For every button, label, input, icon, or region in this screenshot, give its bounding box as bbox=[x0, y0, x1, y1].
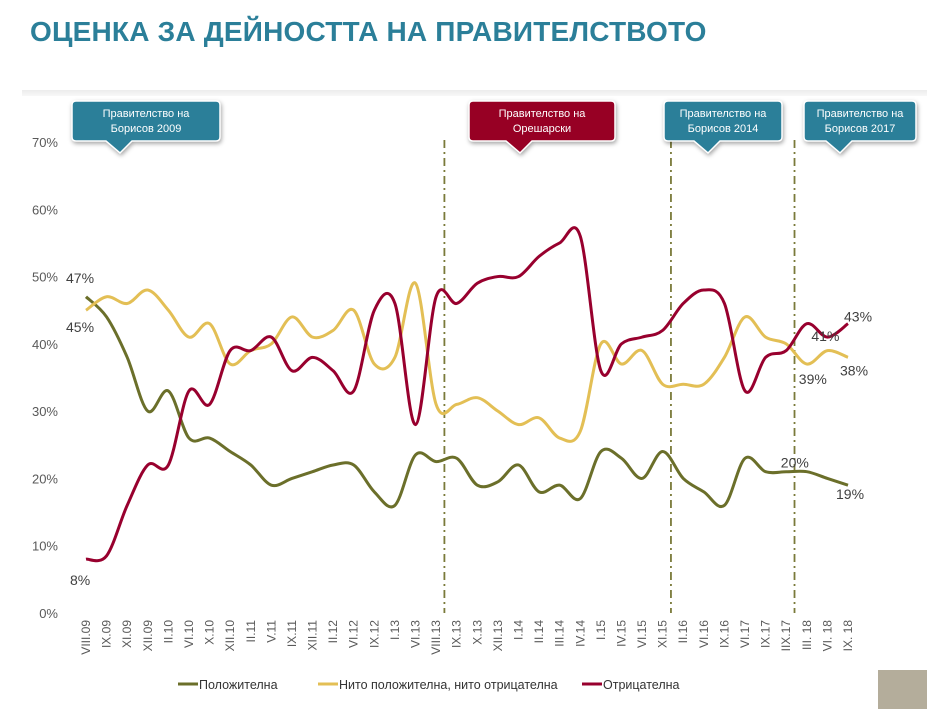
x-tick-label: XI.09 bbox=[120, 620, 134, 648]
x-tick-label: XII.13 bbox=[491, 620, 505, 652]
callout-line1: Правителство на bbox=[817, 108, 905, 120]
x-tick-label: II.16 bbox=[676, 620, 690, 644]
series-line-0 bbox=[84, 295, 849, 509]
callout-line2: Борисов 2014 bbox=[688, 123, 759, 135]
x-tick-label: XII.09 bbox=[141, 620, 155, 652]
x-tick-label: VIII.09 bbox=[79, 620, 93, 655]
data-label: 47% bbox=[66, 270, 94, 286]
data-label: 45% bbox=[66, 319, 94, 335]
legend-label: Положителна bbox=[199, 678, 278, 692]
x-tick-label: VIII.13 bbox=[429, 620, 443, 655]
y-tick-label: 10% bbox=[32, 539, 58, 554]
data-label: 20% bbox=[781, 455, 809, 471]
series-lines bbox=[84, 226, 849, 563]
footer-decoration bbox=[878, 670, 927, 709]
x-tick-label: VI.13 bbox=[409, 620, 423, 648]
callout-2: Правителство на Борисов 2014 bbox=[663, 100, 783, 155]
x-tick-label: I.15 bbox=[594, 620, 608, 640]
x-tick-label: IX.16 bbox=[717, 620, 731, 648]
x-tick-label: II.12 bbox=[326, 620, 340, 644]
x-tick-label: III. 18 bbox=[800, 620, 814, 650]
data-label: 8% bbox=[70, 572, 90, 588]
x-tick-label: IX.11 bbox=[285, 620, 299, 647]
page-title: ОЦЕНКА ЗА ДЕЙНОСТТА НА ПРАВИТЕЛСТВОТО bbox=[30, 16, 707, 47]
data-label: 38% bbox=[840, 362, 868, 378]
x-tick-label: I.13 bbox=[388, 620, 402, 640]
data-label: 39% bbox=[799, 371, 827, 387]
government-dividers bbox=[443, 140, 796, 613]
x-tick-label: IX. 18 bbox=[841, 620, 855, 652]
x-tick-label: II.11 bbox=[244, 620, 258, 643]
series-line-2 bbox=[85, 226, 849, 563]
x-tick-label: VI. 18 bbox=[820, 620, 834, 652]
y-axis: 0% 10% 20% 30% 40% 50% 60% 70% bbox=[32, 135, 58, 621]
callout-line1: Правителство на bbox=[499, 108, 587, 120]
x-tick-label: VI.17 bbox=[738, 620, 752, 648]
x-tick-label: IX.17 bbox=[759, 620, 773, 648]
data-label: 19% bbox=[836, 486, 864, 502]
x-tick-label: X.13 bbox=[470, 620, 484, 645]
x-tick-label: VI.15 bbox=[635, 620, 649, 648]
legend: Положителна Нито положителна, нито отрица… bbox=[178, 678, 680, 692]
x-tick-label: IV.15 bbox=[614, 620, 628, 647]
y-tick-label: 60% bbox=[32, 202, 58, 217]
y-tick-label: 70% bbox=[32, 135, 58, 150]
y-tick-label: 20% bbox=[32, 471, 58, 486]
legend-item-2: Отрицателна bbox=[582, 678, 680, 692]
x-tick-label: XII.10 bbox=[223, 620, 237, 652]
x-tick-label: IX.13 bbox=[450, 620, 464, 648]
legend-label: Отрицателна bbox=[603, 678, 680, 692]
callout-line1: Правителство на bbox=[680, 108, 768, 120]
callout-0: Правителство на Борисов 2009 bbox=[71, 100, 221, 155]
callout-box bbox=[803, 100, 917, 155]
x-tick-label: IV.14 bbox=[573, 620, 587, 647]
x-tick-label: I.14 bbox=[511, 620, 525, 640]
y-tick-label: 0% bbox=[39, 606, 58, 621]
x-tick-label: XII.11 bbox=[306, 620, 320, 651]
x-tick-label: XI.15 bbox=[656, 620, 670, 648]
x-tick-label: VI.12 bbox=[347, 620, 361, 648]
data-label: 41% bbox=[811, 328, 839, 344]
x-tick-label: IX.12 bbox=[367, 620, 381, 648]
x-tick-label: IIX.17 bbox=[779, 620, 793, 652]
x-tick-label: X.10 bbox=[203, 620, 217, 645]
x-tick-label: IX.09 bbox=[100, 620, 114, 648]
callout-3: Правителство на Борисов 2017 bbox=[803, 100, 917, 155]
callout-box bbox=[468, 100, 616, 155]
callout-line1: Правителство на bbox=[103, 108, 191, 120]
callout-line2: Орешарски bbox=[513, 123, 571, 135]
callout-line2: Борисов 2009 bbox=[111, 123, 182, 135]
x-tick-label: II.10 bbox=[161, 620, 175, 644]
legend-item-1: Нито положителна, нито отрицателна bbox=[318, 678, 558, 692]
callout-1: Правителство на Орешарски bbox=[468, 100, 616, 155]
data-label: 43% bbox=[844, 309, 872, 325]
legend-item-0: Положителна bbox=[178, 678, 278, 692]
x-tick-label: VI.10 bbox=[182, 620, 196, 648]
callout-box bbox=[71, 100, 221, 155]
y-tick-label: 30% bbox=[32, 404, 58, 419]
x-tick-label: VI.16 bbox=[697, 620, 711, 648]
callout-line2: Борисов 2017 bbox=[825, 123, 896, 135]
x-tick-label: V.11 bbox=[264, 620, 278, 643]
data-labels: 47% 45% 8% 41% 43% 39% 38% 20% 19% bbox=[66, 270, 872, 588]
x-tick-label: III.14 bbox=[553, 620, 567, 647]
series-line-1 bbox=[85, 281, 849, 443]
x-tick-label: II.14 bbox=[532, 620, 546, 644]
header-divider bbox=[22, 90, 927, 96]
y-tick-label: 50% bbox=[32, 270, 58, 285]
x-axis: VIII.09 IX.09 XI.09 XII.09 II.10 VI.10 X.10 XII… bbox=[79, 620, 855, 655]
y-tick-label: 40% bbox=[32, 337, 58, 352]
legend-label: Нито положителна, нито отрицателна bbox=[339, 678, 558, 692]
callout-box bbox=[663, 100, 783, 155]
